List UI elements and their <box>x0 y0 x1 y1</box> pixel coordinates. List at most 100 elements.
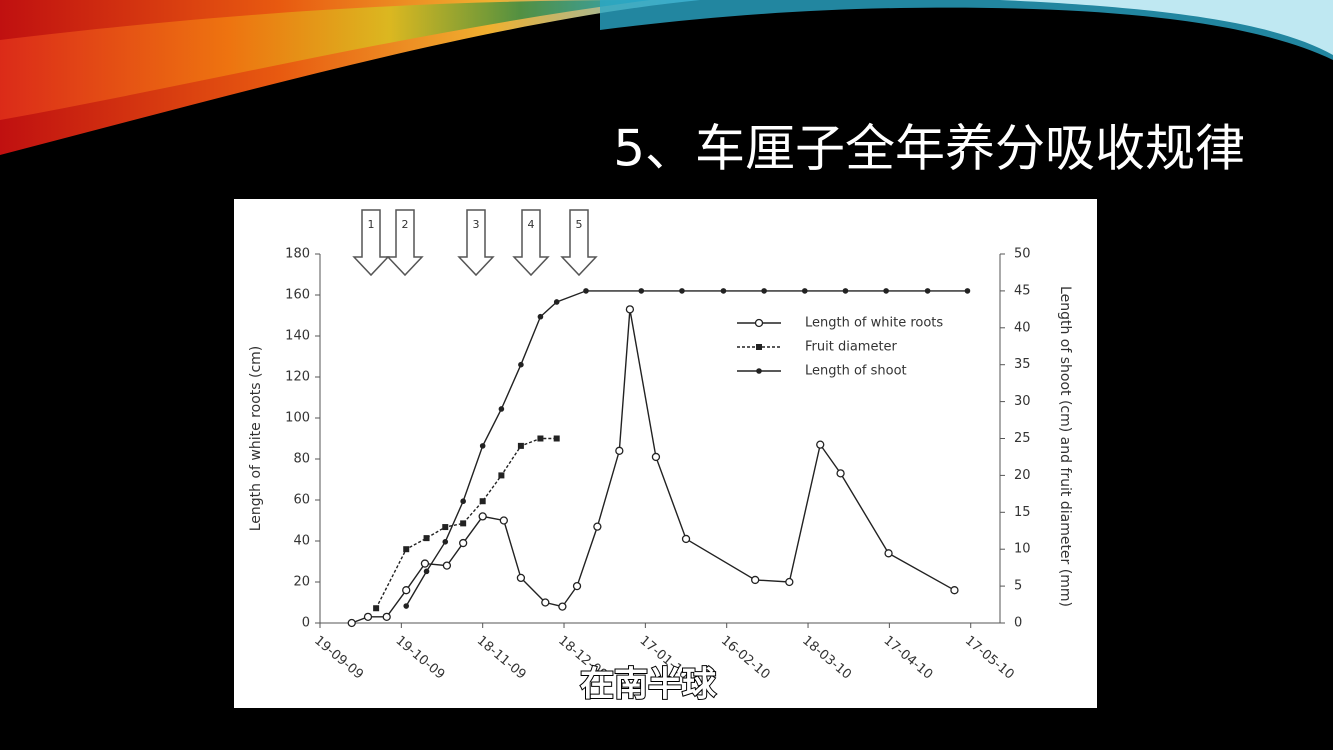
series-line <box>375 437 557 609</box>
y-tick-label: 60 <box>293 493 310 508</box>
point <box>537 435 544 442</box>
y-axis-title: Length of white roots (cm) <box>248 346 264 532</box>
point <box>442 524 449 531</box>
y2-tick-label: 45 <box>1014 283 1031 298</box>
point <box>553 435 560 442</box>
point <box>423 568 430 575</box>
point <box>679 288 685 294</box>
legend-label: Length of shoot <box>805 364 907 379</box>
point <box>756 368 762 374</box>
arrow <box>386 209 424 277</box>
point <box>964 288 971 294</box>
point <box>442 539 449 545</box>
point <box>517 442 524 449</box>
point <box>459 538 468 548</box>
y2-tick-label: 0 <box>1014 616 1022 631</box>
y2-tick-label: 15 <box>1014 505 1031 520</box>
point <box>801 288 808 294</box>
y-tick-label: 140 <box>285 329 310 344</box>
y2-axis-title: Length of shoot (cm) and fruit diameter … <box>1057 286 1073 607</box>
arrow-label: 5 <box>576 218 583 231</box>
point <box>615 446 624 455</box>
point <box>423 535 430 542</box>
arrow-label: 2 <box>402 218 409 231</box>
arrow <box>352 209 390 277</box>
point <box>842 288 849 294</box>
arrow-label: 3 <box>473 218 480 231</box>
point <box>420 559 430 568</box>
point <box>541 598 550 607</box>
y2-tick-label: 40 <box>1014 320 1031 335</box>
point <box>638 288 645 294</box>
arrow <box>560 209 598 277</box>
point <box>572 581 582 591</box>
arrow <box>457 209 495 277</box>
point <box>924 288 931 294</box>
point <box>558 602 567 611</box>
y2-tick-label: 30 <box>1014 394 1031 409</box>
point <box>754 318 764 328</box>
y-tick-label: 80 <box>293 452 310 467</box>
point <box>681 534 691 544</box>
point <box>625 305 635 314</box>
y2-tick-label: 50 <box>1014 247 1031 262</box>
point <box>403 603 410 609</box>
slide-title: 5、车厘子全年养分吸收规律 <box>613 120 1245 178</box>
point <box>884 549 893 558</box>
point <box>751 575 760 585</box>
y2-tick-label: 35 <box>1014 357 1031 372</box>
series-line <box>351 309 955 624</box>
y2-tick-label: 5 <box>1014 579 1022 594</box>
point <box>382 612 391 621</box>
point <box>553 299 560 305</box>
arrow-label: 1 <box>368 218 375 231</box>
y-tick-label: 120 <box>285 370 310 385</box>
point <box>363 612 373 621</box>
swoosh <box>600 0 1333 60</box>
y2-tick-label: 20 <box>1014 468 1031 483</box>
point <box>593 522 602 531</box>
point <box>756 344 762 350</box>
swoosh <box>0 0 650 120</box>
y-tick-label: 100 <box>285 411 310 426</box>
y-tick-label: 0 <box>302 616 310 631</box>
point <box>498 472 505 479</box>
point <box>761 288 767 294</box>
point <box>537 313 544 320</box>
y-tick-label: 180 <box>285 247 310 262</box>
y2-tick-label: 10 <box>1014 542 1031 557</box>
point <box>498 406 505 412</box>
point <box>460 498 466 505</box>
point <box>883 288 889 294</box>
point <box>499 516 508 525</box>
arrow <box>512 209 550 277</box>
point <box>478 512 487 521</box>
y-tick-label: 20 <box>293 575 310 590</box>
point <box>651 452 661 462</box>
point <box>347 618 356 628</box>
point <box>816 440 825 449</box>
legend-label: Length of white roots <box>805 316 943 331</box>
legend-label: Fruit diameter <box>805 340 898 355</box>
y-tick-label: 160 <box>285 288 310 303</box>
caption: 在南半球 <box>580 665 717 705</box>
point <box>479 443 486 449</box>
point <box>402 586 411 595</box>
point <box>516 573 526 583</box>
point <box>479 498 486 505</box>
swoosh <box>1000 0 1333 55</box>
point <box>950 586 959 595</box>
y-tick-label: 40 <box>293 534 310 549</box>
point <box>518 361 524 368</box>
point <box>720 288 727 294</box>
chart-panel <box>234 199 1097 708</box>
point <box>785 577 794 587</box>
point <box>403 546 410 553</box>
point <box>583 288 589 294</box>
point <box>442 561 452 570</box>
point <box>836 469 845 478</box>
arrow-label: 4 <box>528 218 535 231</box>
point <box>373 605 380 612</box>
point <box>460 520 467 527</box>
